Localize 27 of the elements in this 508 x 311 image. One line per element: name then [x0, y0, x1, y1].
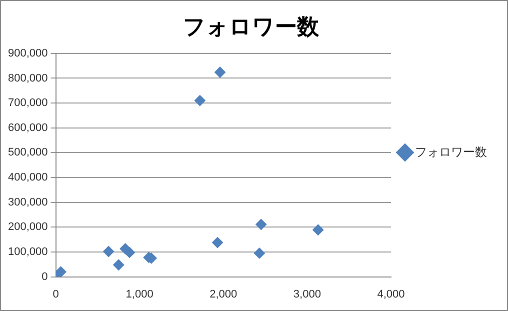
y-tick-label: 400,000: [8, 172, 48, 184]
y-tick-label: 800,000: [8, 72, 48, 84]
point: [214, 66, 226, 78]
y-tick-label: 500,000: [8, 146, 48, 159]
point: [312, 224, 324, 236]
point: [113, 259, 124, 270]
x-tick-label: 2,000: [210, 288, 238, 300]
x-tick-label: 3,000: [293, 288, 321, 300]
point: [194, 95, 206, 106]
point: [124, 246, 136, 258]
chart-title: フォロワー数: [183, 14, 320, 40]
y-tick-label: 700,000: [8, 97, 48, 110]
x-tick-label: 4,000: [377, 288, 405, 300]
point: [56, 266, 66, 277]
x-tick-label: 1,000: [126, 288, 154, 300]
point: [103, 246, 114, 257]
point: [254, 248, 265, 259]
y-tick-label: 600,000: [8, 122, 48, 134]
y-tick-label: 0: [42, 270, 48, 283]
y-tick-label: 300,000: [8, 196, 48, 208]
y-tick-label: 100,000: [8, 246, 48, 258]
point: [256, 218, 267, 230]
point: [212, 237, 224, 248]
legend-label: フォロワー数: [415, 144, 487, 159]
y-tick-label: 200,000: [8, 221, 48, 234]
x-tick-label: 0: [52, 288, 59, 300]
y-tick-label: 900,000: [8, 47, 48, 60]
